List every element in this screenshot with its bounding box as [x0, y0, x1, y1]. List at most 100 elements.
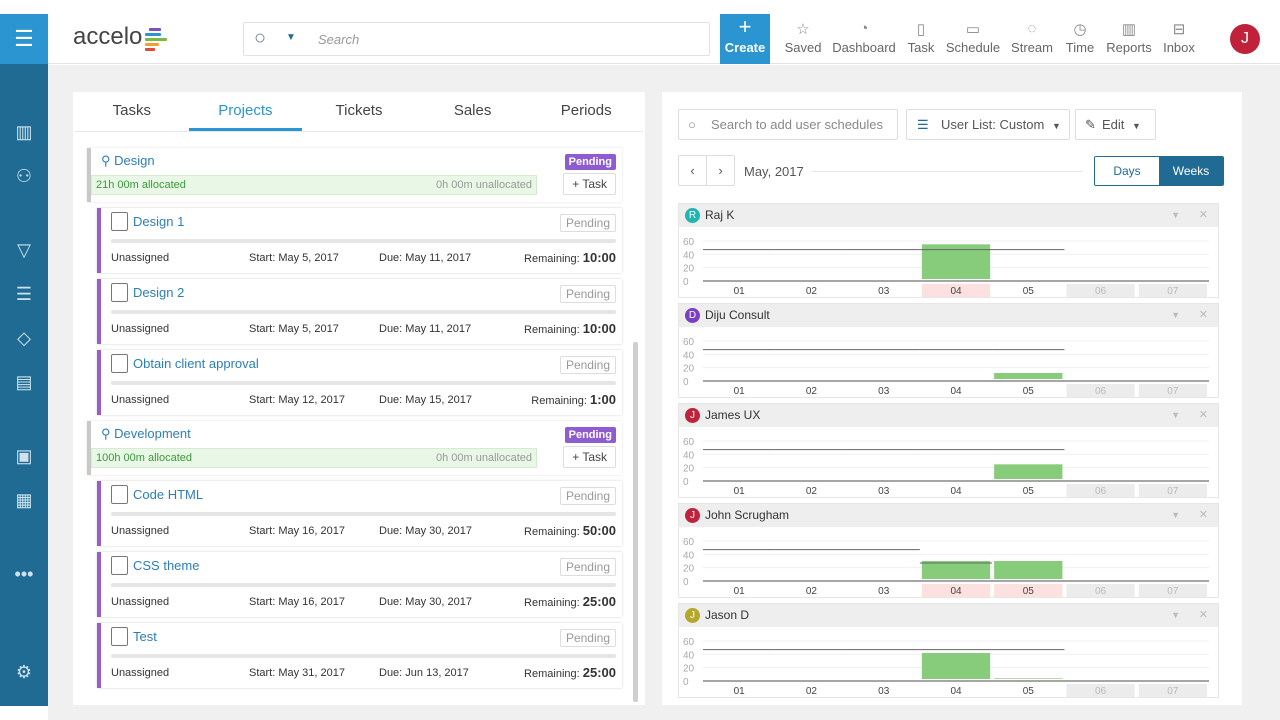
create-button[interactable]: + Create	[720, 14, 770, 64]
user-list-dropdown[interactable]: ☰ User List: Custom ▼	[906, 109, 1070, 140]
project-name[interactable]: Development	[114, 426, 191, 441]
unallocated-label: 0h 00m unallocated	[435, 179, 532, 191]
task-title[interactable]: Code HTML	[133, 487, 204, 502]
assignee[interactable]: Unassigned	[111, 667, 170, 679]
task-row[interactable]: CSS theme Pending Unassigned Start: May 16,…	[97, 552, 622, 617]
user-name[interactable]: James UX	[705, 408, 761, 422]
clipboard-icon	[111, 556, 128, 575]
assignee[interactable]: Unassigned	[111, 596, 170, 608]
task-row[interactable]: Design 2 Pending Unassigned Start: May 5, 2…	[97, 279, 622, 344]
weeks-button[interactable]: Weeks	[1159, 157, 1223, 185]
days-button[interactable]: Days	[1095, 157, 1159, 185]
more-icon[interactable]: •••	[14, 564, 34, 584]
companies-icon[interactable]: ▥	[15, 122, 33, 142]
remaining-value: 25:00	[582, 665, 616, 680]
remove-user-icon[interactable]: ✕	[1198, 609, 1208, 621]
collapse-caret-icon[interactable]: ▼	[1171, 410, 1180, 420]
progress-bar	[111, 239, 616, 243]
scrollbar[interactable]	[633, 342, 638, 702]
x-tick-label: 07	[1167, 686, 1179, 697]
tab-projects[interactable]: Projects	[188, 92, 303, 131]
assignee[interactable]: Unassigned	[111, 252, 170, 264]
nav-schedule[interactable]: ▭ Schedule	[933, 20, 1013, 55]
task-row[interactable]: Code HTML Pending Unassigned Start: May 16,…	[97, 481, 622, 546]
next-button[interactable]: ›	[706, 155, 735, 186]
collapse-caret-icon[interactable]: ▼	[1171, 210, 1180, 220]
nav-inbox[interactable]: ⊟ Inbox	[1139, 20, 1219, 55]
project-row[interactable]: ⚲ Development Pending 100h 00m allocated 0h…	[87, 421, 622, 475]
task-title[interactable]: Obtain client approval	[133, 356, 259, 371]
tab-tickets[interactable]: Tickets	[335, 102, 383, 119]
search-filter-dropdown[interactable]: ▼	[286, 32, 296, 43]
global-search[interactable]: ○ ▼ Search	[243, 22, 710, 56]
status-badge[interactable]: Pending	[559, 214, 616, 232]
projects-icon[interactable]: ☰	[15, 284, 33, 304]
task-row[interactable]: Design 1 Pending Unassigned Start: May 5, 2…	[97, 208, 622, 273]
status-badge[interactable]: Pending	[559, 487, 616, 505]
search-input[interactable]: Search	[318, 32, 360, 47]
remove-user-icon[interactable]: ✕	[1198, 409, 1208, 421]
retainers-icon[interactable]: ▣	[15, 446, 33, 466]
tab-tasks[interactable]: Tasks	[112, 102, 151, 119]
nav-reports[interactable]: ▥ Reports	[1089, 20, 1169, 55]
assignee[interactable]: Unassigned	[111, 394, 170, 406]
remove-user-icon[interactable]: ✕	[1198, 209, 1208, 221]
nav-saved[interactable]: ☆ Saved	[763, 20, 843, 55]
user-avatar: D	[685, 308, 700, 323]
task-title[interactable]: Test	[133, 629, 157, 644]
user-schedule-search[interactable]: ○ Search to add user schedules	[678, 109, 898, 140]
user-avatar[interactable]: J	[1230, 24, 1260, 54]
user-name[interactable]: Diju Consult	[705, 308, 770, 322]
user-name[interactable]: Raj K	[705, 208, 735, 222]
y-tick-label: 20	[683, 564, 695, 575]
invoices-icon[interactable]: ▦	[15, 490, 33, 510]
nav-label: Task	[907, 40, 935, 55]
project-title[interactable]: ⚲ Development	[101, 426, 191, 442]
user-name[interactable]: Jason D	[705, 608, 750, 622]
edit-button[interactable]: ✎ Edit ▼	[1075, 109, 1156, 140]
status-badge[interactable]: Pending	[559, 356, 616, 374]
task-title[interactable]: Design 2	[133, 285, 185, 300]
collapse-caret-icon[interactable]: ▼	[1171, 310, 1180, 320]
signpost-icon: ⚲	[101, 426, 115, 441]
task-title[interactable]: Design 1	[133, 214, 185, 229]
project-name[interactable]: Design	[114, 153, 155, 168]
status-badge[interactable]: Pending	[559, 629, 616, 647]
start-date: Start: May 5, 2017	[249, 252, 339, 264]
y-tick-label: 60	[683, 537, 695, 548]
task-title[interactable]: CSS theme	[133, 558, 200, 573]
tickets-icon[interactable]: ▤	[15, 372, 33, 392]
due-date: Due: Jun 13, 2017	[379, 667, 469, 679]
user-name[interactable]: John Scrugham	[705, 508, 790, 522]
sales-funnel-icon[interactable]: ▽	[17, 240, 31, 260]
project-title[interactable]: ⚲ Design	[101, 153, 155, 169]
contacts-icon[interactable]: ⚇	[15, 166, 33, 186]
add-task-button[interactable]: + Task	[563, 173, 616, 195]
nav-stream[interactable]: ◌ Stream	[992, 20, 1072, 55]
status-badge[interactable]: Pending	[559, 285, 616, 303]
remove-user-icon[interactable]: ✕	[1198, 509, 1208, 521]
assignee[interactable]: Unassigned	[111, 525, 170, 537]
nav-time[interactable]: ◷ Time	[1040, 20, 1120, 55]
settings-gear-icon[interactable]: ⚙	[15, 662, 33, 682]
accelo-logo[interactable]: accelo	[73, 23, 143, 50]
collapse-caret-icon[interactable]: ▼	[1171, 510, 1180, 520]
task-row[interactable]: Obtain client approval Pending Unassigned S…	[97, 350, 622, 415]
assignee[interactable]: Unassigned	[111, 323, 170, 335]
y-tick-label: 60	[683, 237, 695, 248]
tag-icon[interactable]: ◇	[17, 328, 31, 348]
nav-dashboard[interactable]: ◔ Dashboard	[824, 20, 904, 55]
remove-user-icon[interactable]: ✕	[1198, 309, 1208, 321]
nav-task[interactable]: ▯ Task	[881, 20, 961, 55]
task-row[interactable]: Test Pending Unassigned Start: May 31, 2017…	[97, 623, 622, 688]
y-tick-label: 60	[683, 337, 695, 348]
prev-button[interactable]: ‹	[678, 155, 707, 186]
add-task-button[interactable]: + Task	[563, 446, 616, 468]
user-search-input[interactable]: Search to add user schedules	[711, 117, 883, 132]
tab-sales[interactable]: Sales	[453, 102, 492, 119]
menu-icon[interactable]: ☰	[0, 14, 48, 64]
project-row[interactable]: ⚲ Design Pending 21h 00m allocated 0h 00m u…	[87, 148, 622, 202]
tab-periods[interactable]: Periods	[560, 102, 612, 119]
collapse-caret-icon[interactable]: ▼	[1171, 610, 1180, 620]
status-badge[interactable]: Pending	[559, 558, 616, 576]
